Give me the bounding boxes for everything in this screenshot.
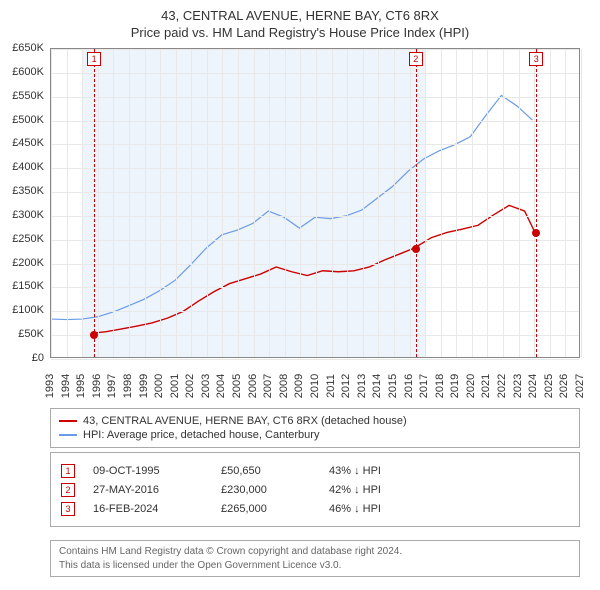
x-tick-label: 2006: [247, 374, 259, 398]
x-tick-label: 2019: [449, 374, 461, 398]
footer-attribution: Contains HM Land Registry data © Crown c…: [50, 540, 580, 577]
x-tick-label: 2018: [434, 374, 446, 398]
marker-vline: [536, 49, 537, 357]
marker-dot: [532, 229, 540, 237]
x-tick-label: 2020: [465, 374, 477, 398]
y-tick-label: £0: [32, 352, 44, 364]
x-tick-label: 2008: [278, 374, 290, 398]
x-tick-label: 2027: [574, 374, 586, 398]
marker-box: 1: [87, 52, 101, 66]
x-tick-label: 2001: [169, 374, 181, 398]
title-line-1: 43, CENTRAL AVENUE, HERNE BAY, CT6 8RX: [0, 8, 600, 23]
footer-line-1: Contains HM Land Registry data © Crown c…: [59, 545, 571, 559]
x-tick-label: 2009: [293, 374, 305, 398]
x-tick-label: 2025: [543, 374, 555, 398]
transaction-date: 09-OCT-1995: [93, 465, 203, 477]
transaction-pct: 46% ↓ HPI: [329, 503, 419, 515]
x-tick-label: 2007: [262, 374, 274, 398]
transactions-legend: 1 09-OCT-1995 £50,650 43% ↓ HPI 2 27-MAY-2016…: [50, 452, 580, 527]
y-tick-label: £50K: [18, 328, 44, 340]
x-tick-label: 1995: [75, 374, 87, 398]
legend-swatch: [59, 434, 77, 436]
y-tick-label: £500K: [12, 114, 44, 126]
transaction-row: 1 09-OCT-1995 £50,650 43% ↓ HPI: [61, 464, 569, 478]
x-tick-label: 2002: [184, 374, 196, 398]
y-tick-label: £650K: [12, 42, 44, 54]
marker-box: 2: [409, 52, 423, 66]
footer-line-2: This data is licensed under the Open Gov…: [59, 559, 571, 573]
x-tick-label: 2023: [512, 374, 524, 398]
transaction-price: £265,000: [221, 503, 311, 515]
legend-label: HPI: Average price, detached house, Cant…: [83, 429, 319, 441]
x-tick-label: 2021: [480, 374, 492, 398]
x-tick-label: 1998: [122, 374, 134, 398]
marker-vline: [416, 49, 417, 357]
y-axis-labels: £0£50K£100K£150K£200K£250K£300K£350K£400…: [0, 48, 48, 358]
transaction-price: £230,000: [221, 484, 311, 496]
transaction-row: 3 16-FEB-2024 £265,000 46% ↓ HPI: [61, 502, 569, 516]
x-tick-label: 2013: [356, 374, 368, 398]
transaction-date: 16-FEB-2024: [93, 503, 203, 515]
x-tick-label: 2003: [200, 374, 212, 398]
marker-vline: [94, 49, 95, 357]
marker-dot: [412, 245, 420, 253]
y-tick-label: £600K: [12, 66, 44, 78]
transaction-pct: 43% ↓ HPI: [329, 465, 419, 477]
chart-area: £0 £50K £100K £150K £200K £250K £300K £350K £400…: [0, 48, 600, 398]
x-tick-label: 2024: [527, 374, 539, 398]
x-tick-label: 1994: [60, 374, 72, 398]
x-tick-label: 2005: [231, 374, 243, 398]
x-axis-labels: 1993199419951996199719981999200020012002…: [50, 362, 580, 398]
x-tick-label: 2016: [403, 374, 415, 398]
x-tick-label: 1999: [138, 374, 150, 398]
title-line-2: Price paid vs. HM Land Registry's House …: [0, 25, 600, 40]
x-tick-label: 1993: [44, 374, 56, 398]
marker-dot: [90, 331, 98, 339]
transaction-marker-box: 1: [61, 464, 75, 478]
y-tick-label: £150K: [12, 280, 44, 292]
x-tick-label: 2017: [418, 374, 430, 398]
x-tick-label: 2014: [371, 374, 383, 398]
marker-box: 3: [529, 52, 543, 66]
x-tick-label: 1996: [91, 374, 103, 398]
x-tick-label: 2022: [496, 374, 508, 398]
y-tick-label: £100K: [12, 304, 44, 316]
y-tick-label: £350K: [12, 185, 44, 197]
x-tick-label: 1997: [106, 374, 118, 398]
x-tick-label: 2015: [387, 374, 399, 398]
chart-container: 43, CENTRAL AVENUE, HERNE BAY, CT6 8RX P…: [0, 0, 600, 590]
plot-area: 1 2 3: [50, 48, 580, 358]
transaction-marker-box: 2: [61, 483, 75, 497]
transaction-row: 2 27-MAY-2016 £230,000 42% ↓ HPI: [61, 483, 569, 497]
x-tick-label: 2011: [325, 374, 337, 398]
legend-swatch: [59, 420, 77, 422]
series-legend: 43, CENTRAL AVENUE, HERNE BAY, CT6 8RX (…: [50, 408, 580, 448]
legend-label: 43, CENTRAL AVENUE, HERNE BAY, CT6 8RX (…: [83, 415, 407, 427]
title-block: 43, CENTRAL AVENUE, HERNE BAY, CT6 8RX P…: [0, 0, 600, 40]
x-tick-label: 2010: [309, 374, 321, 398]
y-tick-label: £550K: [12, 90, 44, 102]
y-tick-label: £450K: [12, 137, 44, 149]
transaction-price: £50,650: [221, 465, 311, 477]
y-tick-label: £300K: [12, 209, 44, 221]
series-line: [51, 95, 532, 319]
y-tick-label: £250K: [12, 233, 44, 245]
transaction-date: 27-MAY-2016: [93, 484, 203, 496]
transaction-pct: 42% ↓ HPI: [329, 484, 419, 496]
y-tick-label: £400K: [12, 161, 44, 173]
y-tick-label: £200K: [12, 257, 44, 269]
x-tick-label: 2012: [340, 374, 352, 398]
x-tick-label: 2004: [215, 374, 227, 398]
legend-row: 43, CENTRAL AVENUE, HERNE BAY, CT6 8RX (…: [59, 415, 571, 427]
transaction-marker-box: 3: [61, 502, 75, 516]
x-tick-label: 2000: [153, 374, 165, 398]
legend-row: HPI: Average price, detached house, Cant…: [59, 429, 571, 441]
x-tick-label: 2026: [558, 374, 570, 398]
